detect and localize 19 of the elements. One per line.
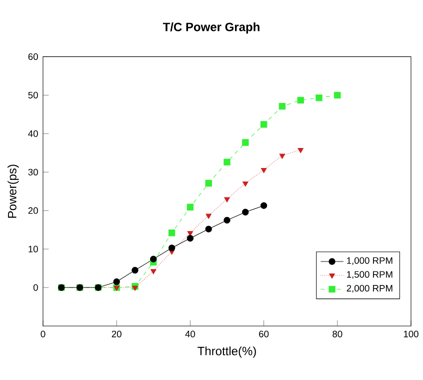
x-tick-label: 0	[40, 330, 46, 338]
y-tick-label: 50	[28, 92, 38, 98]
x-tick-label: 20	[112, 330, 122, 338]
y-tick-label: 40	[28, 130, 38, 137]
y-tick-label: 20	[28, 207, 38, 214]
chart-title: T/C Power Graph	[162, 22, 260, 34]
y-tick-label: 60	[28, 53, 38, 60]
y-axis-title: Power(ps)	[8, 164, 19, 218]
x-tick-label: 40	[185, 330, 196, 338]
x-tick-label: 100	[404, 330, 418, 338]
x-tick-label: 80	[332, 330, 342, 338]
y-tick-label: 0	[33, 284, 38, 291]
y-tick-label: 10	[28, 246, 38, 252]
x-axis-title: Throttle(%)	[198, 346, 256, 358]
y-tick-label: 30	[28, 168, 38, 176]
x-tick-label: 60	[259, 330, 269, 338]
legend-label: 2,000 RPM	[346, 284, 392, 293]
legend-label: 1,500 RPM	[347, 271, 392, 279]
legend-label: 1,000 RPM	[347, 257, 392, 265]
